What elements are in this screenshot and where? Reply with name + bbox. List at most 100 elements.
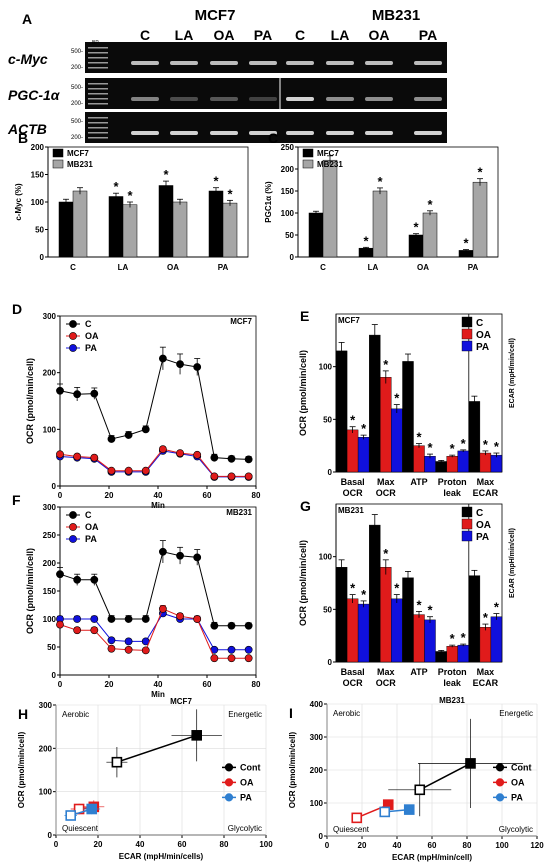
legend-swatch (461, 340, 473, 352)
x-axis-label: Min (151, 501, 165, 510)
ladder-band (88, 67, 108, 69)
chart-title: MCF7 (338, 316, 360, 325)
significance-star: * (213, 174, 219, 189)
significance-star: * (450, 441, 456, 456)
x-tick-label: 20 (105, 680, 114, 689)
category-label: ATP (410, 667, 427, 677)
quadrant-label-glycolytic: Glycolytic (499, 825, 533, 834)
legend-marker (69, 523, 77, 531)
bar (369, 334, 381, 473)
panel-label-a: A (22, 11, 32, 27)
gel-band (249, 131, 277, 135)
ladder-band (88, 52, 108, 54)
ladder-band (88, 83, 108, 85)
y-tick-label: 100 (43, 425, 57, 434)
panel-label: C (268, 130, 278, 146)
bar (468, 401, 481, 473)
legend-marker (224, 793, 234, 802)
legend-marker (69, 344, 77, 352)
panel-label: G (300, 498, 311, 514)
gel-image (85, 112, 447, 143)
y-tick-label: 300 (310, 733, 324, 742)
panel-label: E (300, 308, 309, 324)
ladder-band (88, 117, 108, 119)
bar (479, 627, 492, 663)
legend-label: OA (511, 777, 525, 787)
y-tick-label: 200 (39, 744, 53, 753)
y-axis-label: OCR (pmol/min/cell) (298, 350, 308, 436)
significance-star: * (383, 357, 389, 372)
significance-star: * (494, 439, 500, 454)
series-line (59, 608, 249, 659)
gel-band (131, 131, 159, 135)
legend-label: C (476, 508, 483, 519)
gel-image (85, 78, 447, 109)
category-label: OCR (343, 678, 364, 688)
ladder-label-200: 200- (71, 65, 83, 71)
x-tick-label: 120 (530, 841, 544, 850)
data-point (465, 758, 476, 769)
data-point (403, 804, 415, 815)
y-tick-label: 50 (323, 605, 332, 614)
significance-star: * (450, 631, 456, 646)
bar (490, 454, 503, 473)
y-tick-label: 150 (31, 171, 45, 180)
bar (413, 445, 425, 473)
data-point (158, 605, 167, 613)
data-point (227, 621, 236, 630)
significance-star: * (416, 597, 422, 612)
data-point (107, 435, 116, 443)
lane-label: PA (254, 27, 272, 43)
bar (335, 350, 348, 473)
category-label: PA (218, 263, 229, 272)
category-label: C (70, 263, 76, 272)
y-tick-label: 100 (31, 198, 45, 207)
legend-marker (69, 320, 77, 328)
quadrant-label-aerobic: Aerobic (333, 709, 360, 718)
data-point (227, 454, 236, 463)
y-axis-label: PGC1α (%) (264, 181, 273, 223)
significance-star: * (361, 421, 367, 436)
significance-star: * (394, 581, 400, 596)
ladder-label-500: 500- (71, 49, 83, 55)
significance-star: * (394, 391, 400, 406)
bar (458, 250, 474, 258)
legend-marker (69, 332, 77, 340)
category-label: PA (468, 263, 479, 272)
panel-label: D (12, 301, 22, 317)
gel-band (414, 97, 442, 101)
significance-star: * (427, 440, 433, 455)
legend-swatch (461, 506, 473, 518)
gel-band (210, 131, 238, 135)
quadrant-label-quiescent: Quiescent (333, 825, 370, 834)
ladder-band (88, 132, 108, 134)
legend-swatch (52, 148, 64, 158)
category-label: Basal (341, 477, 365, 487)
data-point (124, 466, 133, 475)
bar (479, 452, 492, 473)
data-point (56, 620, 64, 629)
category-label: Max (477, 667, 495, 677)
legend-label: PA (511, 792, 523, 802)
bar (391, 598, 403, 663)
significance-star: * (127, 188, 133, 203)
legend-label: PA (476, 532, 489, 543)
quadrant-label-quiescent: Quiescent (62, 824, 99, 833)
lane-label: LA (175, 27, 194, 43)
legend-marker (224, 778, 234, 787)
data-point (73, 615, 82, 623)
data-point (56, 386, 64, 395)
x-tick-label: 80 (463, 841, 472, 850)
category-label: Proton (438, 667, 467, 677)
data-point (158, 547, 167, 556)
significance-star: * (461, 436, 467, 451)
legend-label: PA (476, 342, 489, 353)
data-point (107, 636, 116, 645)
legend-label: MFC7 (317, 149, 339, 158)
quadrant-label-energetic: Energetic (228, 710, 262, 719)
legend-label: OA (240, 777, 254, 787)
data-point (107, 644, 116, 653)
y-tick-label: 150 (281, 187, 295, 196)
bar (468, 575, 481, 663)
legend-marker (69, 535, 77, 543)
